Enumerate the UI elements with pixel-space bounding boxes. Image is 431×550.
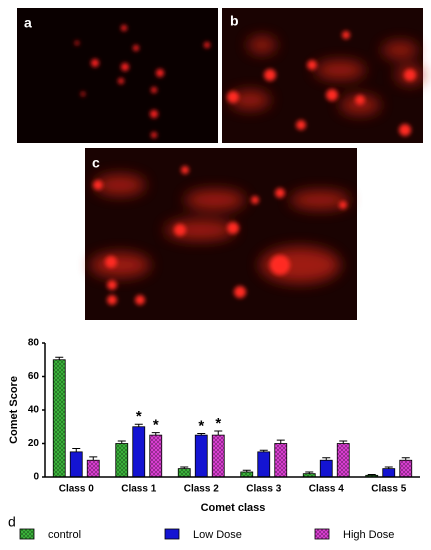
error-bar xyxy=(401,457,410,461)
bar xyxy=(240,471,254,478)
bar xyxy=(274,443,288,478)
x-tick-label: Class 2 xyxy=(184,484,219,495)
legend-swatch xyxy=(314,528,330,540)
significance-mark: * xyxy=(136,408,142,425)
x-axis-label: Comet class xyxy=(201,502,266,514)
micrograph-b xyxy=(222,8,424,143)
micrograph-c xyxy=(85,148,357,320)
bar xyxy=(257,451,271,478)
bar xyxy=(177,468,191,478)
significance-mark: * xyxy=(153,417,159,434)
panel-label: c xyxy=(92,155,100,171)
bar xyxy=(336,443,350,478)
y-axis-label: Comet Score xyxy=(8,376,20,444)
error-bar xyxy=(242,469,251,472)
x-tick-label: Class 5 xyxy=(371,484,406,495)
y-tick-label: 20 xyxy=(28,438,40,449)
bar xyxy=(132,426,146,478)
panel-label: d xyxy=(8,514,16,530)
error-bar xyxy=(384,466,393,469)
legend-label: Low Dose xyxy=(193,529,242,541)
error-bar xyxy=(151,432,160,436)
error-bar xyxy=(259,449,268,452)
error-bar xyxy=(72,448,81,452)
error-bar xyxy=(197,432,206,436)
x-tick-label: Class 4 xyxy=(309,484,344,495)
error-bar xyxy=(180,466,189,469)
bar xyxy=(319,459,333,478)
y-tick-label: 60 xyxy=(28,371,40,382)
error-bar xyxy=(367,473,376,476)
y-tick-label: 40 xyxy=(28,405,40,416)
micrograph-a xyxy=(17,8,218,143)
error-bar xyxy=(339,440,348,444)
error-bar xyxy=(214,430,223,436)
x-tick-label: Class 3 xyxy=(246,484,281,495)
error-bar xyxy=(89,456,98,461)
significance-mark: * xyxy=(215,415,221,432)
bar xyxy=(211,434,225,478)
bar xyxy=(115,443,129,478)
error-bar xyxy=(117,440,126,444)
x-tick-label: Class 1 xyxy=(121,484,156,495)
error-bar xyxy=(322,457,331,461)
error-bar xyxy=(134,423,143,427)
error-bar xyxy=(55,356,64,360)
significance-mark: * xyxy=(198,417,204,434)
x-tick-label: Class 0 xyxy=(59,484,94,495)
bar xyxy=(399,459,413,478)
y-tick-label: 0 xyxy=(33,472,39,483)
bar xyxy=(382,468,396,478)
legend-label: High Dose xyxy=(343,529,394,541)
bar xyxy=(149,434,163,478)
panel-label: b xyxy=(230,13,239,29)
bar xyxy=(194,434,208,478)
error-bar xyxy=(276,439,285,444)
bar xyxy=(52,359,66,478)
y-tick-label: 80 xyxy=(28,338,40,349)
legend-label: control xyxy=(48,529,81,541)
error-bar xyxy=(305,471,314,474)
legend-swatch xyxy=(19,528,35,540)
legend-swatch xyxy=(164,528,180,540)
panel-label: a xyxy=(24,15,32,31)
bar xyxy=(69,451,83,478)
bar xyxy=(86,459,100,478)
